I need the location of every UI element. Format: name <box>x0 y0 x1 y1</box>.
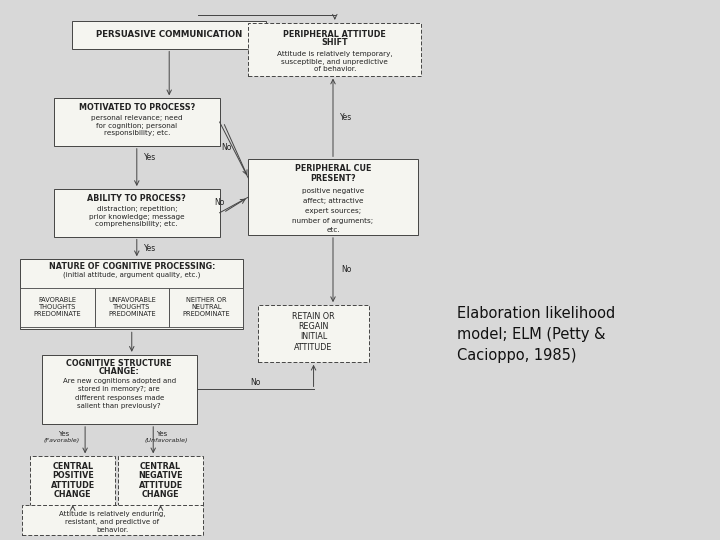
Text: ATTITUDE: ATTITUDE <box>50 481 95 490</box>
Text: RETAIN OR: RETAIN OR <box>292 312 335 321</box>
Text: ABILITY TO PROCESS?: ABILITY TO PROCESS? <box>87 194 186 203</box>
Bar <box>54 98 220 146</box>
Text: NATURE OF COGNITIVE PROCESSING:: NATURE OF COGNITIVE PROCESSING: <box>48 262 215 271</box>
Text: positive negative: positive negative <box>302 188 364 194</box>
Text: (Unfavorable): (Unfavorable) <box>145 437 188 443</box>
Text: comprehensibility; etc.: comprehensibility; etc. <box>96 221 178 227</box>
Text: No: No <box>250 379 260 387</box>
Text: Are new cognitions adopted and: Are new cognitions adopted and <box>63 378 176 384</box>
Bar <box>248 159 418 235</box>
Text: (initial attitude, argument quality, etc.): (initial attitude, argument quality, etc… <box>63 272 200 278</box>
Text: REGAIN: REGAIN <box>298 322 329 331</box>
Text: Elaboration likelihood
model; ELM (Petty &
Cacioppo, 1985): Elaboration likelihood model; ELM (Petty… <box>457 306 616 363</box>
Bar <box>248 23 421 76</box>
Text: Yes: Yes <box>58 430 69 437</box>
Text: responsibility; etc.: responsibility; etc. <box>104 131 170 137</box>
Text: CENTRAL: CENTRAL <box>52 462 94 471</box>
Text: No: No <box>341 266 351 274</box>
Text: Yes: Yes <box>340 113 352 122</box>
Bar <box>54 189 220 237</box>
Text: NEITHER OR
NEUTRAL
PREDOMINATE: NEITHER OR NEUTRAL PREDOMINATE <box>182 298 230 318</box>
Text: distraction; repetition;: distraction; repetition; <box>96 206 177 212</box>
Text: PRESENT?: PRESENT? <box>310 174 356 183</box>
Text: personal relevance; need: personal relevance; need <box>91 115 183 122</box>
Text: UNFAVORABLE
THOUGHTS
PREDOMINATE: UNFAVORABLE THOUGHTS PREDOMINATE <box>108 298 156 318</box>
Text: Yes: Yes <box>143 153 156 162</box>
Bar <box>20 259 243 329</box>
Text: PERIPHERAL ATTITUDE: PERIPHERAL ATTITUDE <box>284 30 386 39</box>
Text: MOTIVATED TO PROCESS?: MOTIVATED TO PROCESS? <box>78 103 195 112</box>
Text: Attitude is relatively temporary,: Attitude is relatively temporary, <box>277 51 392 57</box>
Text: (Favorable): (Favorable) <box>43 437 79 443</box>
Text: NEGATIVE: NEGATIVE <box>138 471 183 480</box>
Text: resistant, and predictive of: resistant, and predictive of <box>66 519 159 525</box>
Text: expert sources;: expert sources; <box>305 208 361 214</box>
Text: prior knowledge; message: prior knowledge; message <box>89 213 184 220</box>
Text: CENTRAL: CENTRAL <box>140 462 181 471</box>
Text: etc.: etc. <box>326 227 340 233</box>
Text: stored in memory?; are: stored in memory?; are <box>78 386 160 393</box>
Text: No: No <box>222 143 232 152</box>
Text: CHANGE:: CHANGE: <box>99 367 140 376</box>
Bar <box>42 355 197 424</box>
Text: Yes: Yes <box>143 244 156 253</box>
Bar <box>30 456 115 508</box>
Bar <box>20 288 94 327</box>
Text: of behavior.: of behavior. <box>314 66 356 72</box>
Text: INITIAL: INITIAL <box>300 332 327 341</box>
Bar <box>22 505 203 535</box>
Text: PERIPHERAL CUE: PERIPHERAL CUE <box>294 164 372 173</box>
Text: SHIFT: SHIFT <box>322 38 348 47</box>
Text: behavior.: behavior. <box>96 527 128 533</box>
Text: ATTITUDE: ATTITUDE <box>294 342 333 352</box>
Text: Yes: Yes <box>156 430 168 437</box>
Text: No: No <box>215 198 225 207</box>
Bar <box>72 21 266 49</box>
Text: affect; attractive: affect; attractive <box>302 198 364 204</box>
Text: CHANGE: CHANGE <box>54 490 91 499</box>
Text: POSITIVE: POSITIVE <box>52 471 94 480</box>
Bar <box>94 288 169 327</box>
Text: ATTITUDE: ATTITUDE <box>138 481 183 490</box>
Text: susceptible, and unpredictive: susceptible, and unpredictive <box>282 59 388 65</box>
Text: salient than previously?: salient than previously? <box>77 403 161 409</box>
Text: different responses made: different responses made <box>75 395 163 401</box>
Text: for cognition; personal: for cognition; personal <box>96 123 177 129</box>
Text: Attitude is relatively enduring,: Attitude is relatively enduring, <box>59 511 166 517</box>
Text: COGNITIVE STRUCTURE: COGNITIVE STRUCTURE <box>66 359 172 368</box>
Bar <box>258 305 369 362</box>
Text: PERSUASIVE COMMUNICATION: PERSUASIVE COMMUNICATION <box>96 30 243 39</box>
Bar <box>118 456 203 508</box>
Text: CHANGE: CHANGE <box>142 490 179 499</box>
Text: FAVORABLE
THOUGHTS
PREDOMINATE: FAVORABLE THOUGHTS PREDOMINATE <box>34 298 81 318</box>
Bar <box>169 288 243 327</box>
Text: number of arguments;: number of arguments; <box>292 218 374 224</box>
